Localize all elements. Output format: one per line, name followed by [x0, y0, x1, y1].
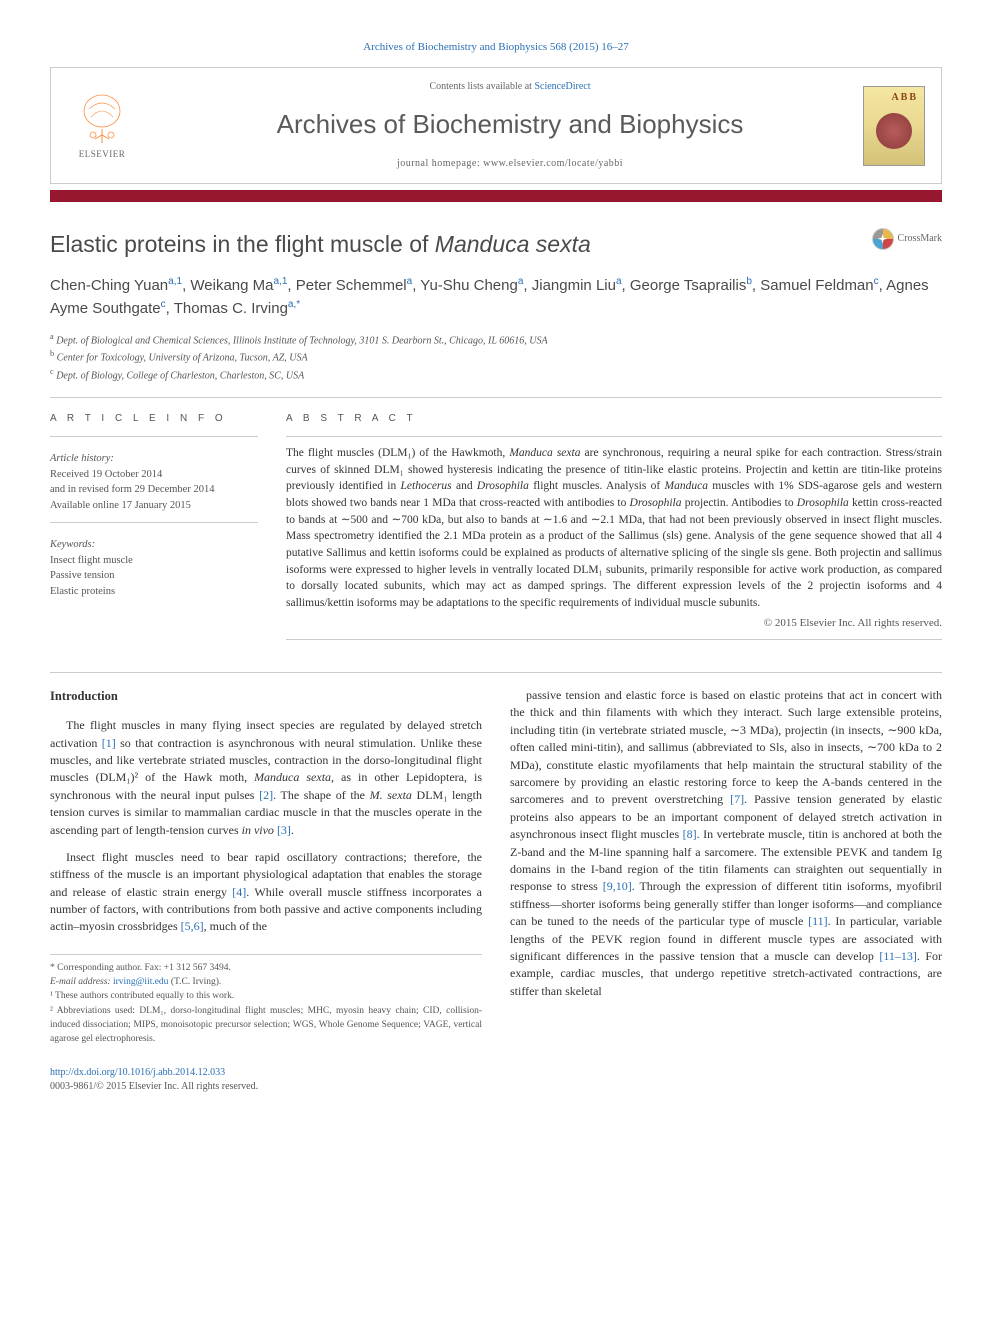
contents-line: Contents lists available at ScienceDirec… — [157, 80, 863, 94]
elsevier-tree-icon — [77, 91, 127, 146]
affiliation: c Dept. of Biology, College of Charlesto… — [50, 366, 942, 383]
body-paragraph: passive tension and elastic force is bas… — [510, 687, 942, 1000]
email-label: E-mail address: — [50, 977, 113, 987]
affiliations: a Dept. of Biological and Chemical Scien… — [50, 331, 942, 383]
history-label: Article history: — [50, 451, 258, 467]
journal-cover-thumbnail: ABB — [863, 86, 925, 166]
abstract-divider — [286, 436, 942, 437]
abstract-divider-bottom — [286, 639, 942, 640]
journal-masthead: ELSEVIER Contents lists available at Sci… — [50, 67, 942, 183]
abstract-text: The flight muscles (DLM₁) of the Hawkmot… — [286, 445, 942, 612]
corresponding-footnote: * Corresponding author. Fax: +1 312 567 … — [50, 961, 482, 975]
received-date: Received 19 October 2014 — [50, 467, 258, 483]
author: Jiangmin Liua — [532, 277, 622, 294]
journal-center-block: Contents lists available at ScienceDirec… — [157, 80, 863, 170]
equal-contribution-footnote: ¹ These authors contributed equally to t… — [50, 989, 482, 1003]
author-list: Chen-Ching Yuana,1, Weikang Maa,1, Peter… — [50, 274, 942, 321]
divider — [50, 672, 942, 673]
title-prefix: Elastic proteins in the flight muscle of — [50, 231, 435, 257]
affiliation: b Center for Toxicology, University of A… — [50, 348, 942, 365]
author: Yu-Shu Chenga — [420, 277, 523, 294]
author: Samuel Feldmanc — [760, 277, 878, 294]
abstract-column: A B S T R A C T The flight muscles (DLM₁… — [286, 412, 942, 648]
sciencedirect-link[interactable]: ScienceDirect — [534, 81, 590, 92]
abbreviations-footnote: ² Abbreviations used: DLM₁, dorso-longit… — [50, 1004, 482, 1047]
keywords-label: Keywords: — [50, 537, 258, 553]
email-footnote: E-mail address: irving@iit.edu (T.C. Irv… — [50, 975, 482, 989]
author: Chen-Ching Yuana,1 — [50, 277, 182, 294]
email-person: (T.C. Irving). — [168, 977, 221, 987]
introduction-heading: Introduction — [50, 687, 482, 705]
crossmark-badge[interactable]: CrossMark — [872, 228, 942, 250]
doi-link[interactable]: http://dx.doi.org/10.1016/j.abb.2014.12.… — [50, 1067, 225, 1078]
article-info-label: A R T I C L E I N F O — [50, 412, 258, 426]
body-paragraph: Insect flight muscles need to bear rapid… — [50, 849, 482, 936]
keyword: Elastic proteins — [50, 584, 258, 600]
keyword: Passive tension — [50, 568, 258, 584]
cover-abb-label: ABB — [891, 91, 918, 105]
affiliation: a Dept. of Biological and Chemical Scien… — [50, 331, 942, 348]
info-divider — [50, 436, 258, 437]
info-divider — [50, 522, 258, 523]
citation-header: Archives of Biochemistry and Biophysics … — [50, 40, 942, 55]
footnotes: * Corresponding author. Fax: +1 312 567 … — [50, 954, 482, 1047]
email-link[interactable]: irving@iit.edu — [113, 977, 168, 987]
journal-name: Archives of Biochemistry and Biophysics — [157, 106, 863, 142]
abstract-label: A B S T R A C T — [286, 412, 942, 426]
body-paragraph: The flight muscles in many flying insect… — [50, 717, 482, 839]
article-info-sidebar: A R T I C L E I N F O Article history: R… — [50, 412, 258, 648]
homepage-url[interactable]: www.elsevier.com/locate/yabbi — [483, 158, 623, 169]
author: George Tsaprailisb — [630, 277, 752, 294]
author: Thomas C. Irvinga,* — [174, 300, 300, 317]
author: Weikang Maa,1 — [190, 277, 287, 294]
issn-copyright: 0003-9861/© 2015 Elsevier Inc. All right… — [50, 1080, 942, 1094]
abstract-copyright: © 2015 Elsevier Inc. All rights reserved… — [286, 616, 942, 631]
cover-graphic — [876, 113, 912, 149]
journal-homepage: journal homepage: www.elsevier.com/locat… — [157, 157, 863, 171]
online-date: Available online 17 January 2015 — [50, 498, 258, 514]
revised-date: and in revised form 29 December 2014 — [50, 482, 258, 498]
contents-prefix: Contents lists available at — [429, 81, 534, 92]
keyword: Insect flight muscle — [50, 553, 258, 569]
homepage-prefix: journal homepage: — [397, 158, 483, 169]
elsevier-label: ELSEVIER — [79, 148, 126, 161]
article-title: Elastic proteins in the flight muscle of… — [50, 228, 591, 260]
divider — [50, 397, 942, 398]
author: Peter Schemmela — [296, 277, 412, 294]
crossmark-label: CrossMark — [898, 232, 942, 246]
article-body: Introduction The flight muscles in many … — [50, 687, 942, 1046]
title-species: Manduca sexta — [435, 231, 591, 257]
elsevier-logo: ELSEVIER — [67, 86, 137, 166]
page-footer: http://dx.doi.org/10.1016/j.abb.2014.12.… — [50, 1066, 942, 1094]
crossmark-icon — [872, 228, 894, 250]
accent-bar — [50, 190, 942, 202]
